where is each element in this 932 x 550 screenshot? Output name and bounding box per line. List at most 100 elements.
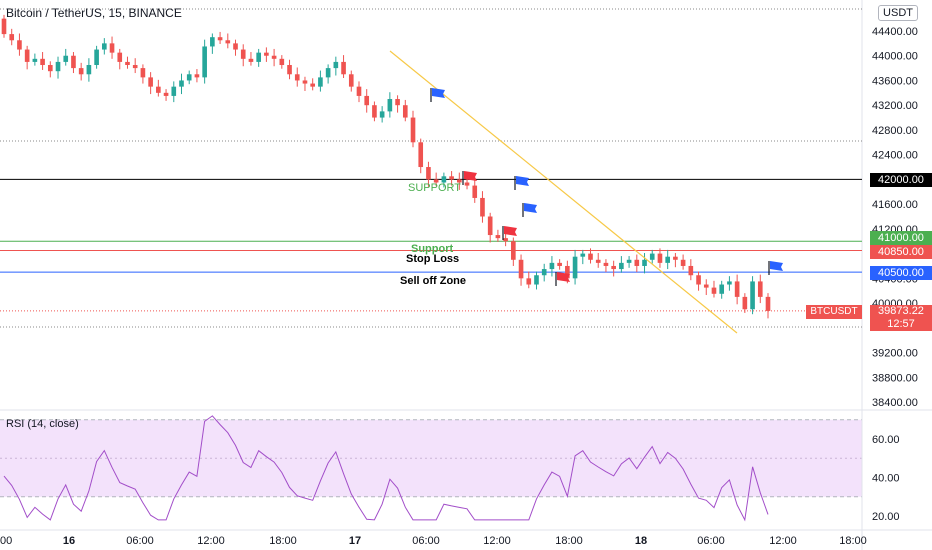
candle-body bbox=[503, 238, 508, 242]
support-annotation-upper[interactable]: SUPPORT bbox=[408, 182, 461, 194]
current-price-box: 39873.22 12:57 bbox=[870, 305, 932, 331]
candle-body bbox=[333, 61, 339, 69]
candle-body bbox=[665, 256, 670, 263]
price-tick-label: 42400.00 bbox=[872, 150, 918, 162]
price-tick-label: 42800.00 bbox=[872, 125, 918, 137]
candle-body bbox=[487, 216, 493, 236]
candle-body bbox=[194, 74, 200, 78]
time-tick-label: 06:00 bbox=[412, 535, 440, 547]
candle-body bbox=[572, 256, 578, 279]
candle-body bbox=[132, 65, 138, 69]
candle-body bbox=[240, 49, 246, 59]
currency-button[interactable]: USDT bbox=[878, 5, 918, 21]
candle-body bbox=[588, 253, 593, 260]
level-41000-label: 41000.00 bbox=[870, 231, 932, 245]
candle-body bbox=[750, 281, 755, 310]
candle-body bbox=[541, 269, 547, 276]
candle-body bbox=[534, 275, 539, 285]
candle-body bbox=[649, 253, 655, 260]
candle-body bbox=[410, 117, 416, 143]
current-price: 39873.22 bbox=[878, 305, 924, 317]
candle-body bbox=[372, 105, 377, 118]
candle-body bbox=[433, 179, 439, 183]
candle-body bbox=[549, 262, 555, 270]
blue-flag-icon bbox=[524, 203, 537, 213]
candle-body bbox=[657, 253, 663, 263]
time-tick-label: 16 bbox=[63, 535, 75, 547]
candle-body bbox=[688, 265, 694, 276]
price-tick-label: 43600.00 bbox=[872, 75, 918, 87]
candle-body bbox=[256, 52, 261, 62]
candle-body bbox=[71, 55, 76, 69]
support-annotation-lower[interactable]: Support bbox=[411, 243, 454, 255]
level-40850-label: 40850.00 bbox=[870, 245, 932, 259]
stop-loss-annotation[interactable]: Stop Loss bbox=[406, 253, 460, 265]
candle-body bbox=[140, 68, 146, 78]
candle-body bbox=[449, 176, 454, 180]
candle-body bbox=[179, 80, 184, 87]
price-tick-label: 44400.00 bbox=[872, 26, 918, 38]
candle-body bbox=[757, 281, 763, 297]
candle-body bbox=[426, 167, 431, 180]
candle-body bbox=[642, 259, 647, 266]
candle-body bbox=[94, 49, 99, 66]
time-tick-label: 18 bbox=[635, 535, 647, 547]
candle-body bbox=[580, 253, 586, 257]
candle-body bbox=[379, 111, 385, 118]
candle-body bbox=[719, 284, 725, 294]
candle-body bbox=[495, 235, 501, 239]
candle-body bbox=[402, 105, 408, 118]
candle-body bbox=[711, 287, 717, 294]
level-40500-label: 40500.00 bbox=[870, 266, 932, 280]
candle-body bbox=[603, 262, 609, 266]
candle-body bbox=[32, 58, 38, 62]
time-tick-label: 06:00 bbox=[126, 535, 154, 547]
time-tick-label: 12:00 bbox=[197, 535, 225, 547]
candle-body bbox=[102, 43, 107, 50]
candle-body bbox=[742, 296, 748, 310]
candle-body bbox=[271, 55, 277, 59]
red-flag-icon bbox=[504, 226, 517, 236]
candle-body bbox=[348, 74, 354, 87]
candle-body bbox=[356, 86, 362, 96]
time-tick-label: 00 bbox=[0, 535, 12, 547]
candle-body bbox=[1, 18, 7, 35]
price-tick-label: 38400.00 bbox=[872, 397, 918, 409]
level-42000-label: 42000.00 bbox=[870, 173, 932, 187]
candle-body bbox=[310, 83, 316, 87]
candle-body bbox=[125, 61, 130, 66]
candle-body bbox=[63, 55, 69, 62]
candle-body bbox=[673, 256, 678, 260]
candle-body bbox=[418, 142, 424, 168]
rsi-tick-label: 40.00 bbox=[872, 473, 900, 485]
blue-flag-icon bbox=[770, 261, 783, 271]
candle-body bbox=[472, 185, 478, 198]
candle-body bbox=[611, 265, 616, 270]
candle-body bbox=[619, 262, 624, 270]
candle-body bbox=[210, 37, 215, 47]
candle-body bbox=[117, 52, 123, 62]
rsi-indicator-label[interactable]: RSI (14, close) bbox=[6, 418, 79, 430]
candle-body bbox=[595, 259, 601, 263]
candle-body bbox=[680, 259, 686, 266]
blue-flag-icon bbox=[516, 176, 529, 186]
rsi-line bbox=[3, 415, 769, 522]
candle-body bbox=[387, 99, 393, 112]
sell-off-zone-annotation[interactable]: Sell off Zone bbox=[400, 275, 466, 287]
time-tick-label: 06:00 bbox=[697, 535, 725, 547]
time-tick-label: 18:00 bbox=[555, 535, 583, 547]
candle-body bbox=[248, 58, 254, 62]
red-flag-icon bbox=[557, 272, 570, 282]
candle-body bbox=[225, 40, 231, 44]
price-tick-label: 44000.00 bbox=[872, 51, 918, 63]
candle-body bbox=[186, 74, 192, 81]
price-tick-label: 39200.00 bbox=[872, 348, 918, 360]
candle-body bbox=[294, 74, 300, 81]
time-tick-label: 17 bbox=[349, 535, 361, 547]
rsi-tick-label: 20.00 bbox=[872, 511, 900, 523]
candle-body bbox=[202, 46, 207, 78]
candle-body bbox=[341, 61, 346, 75]
symbol-badge: BTCUSDT bbox=[806, 305, 862, 319]
